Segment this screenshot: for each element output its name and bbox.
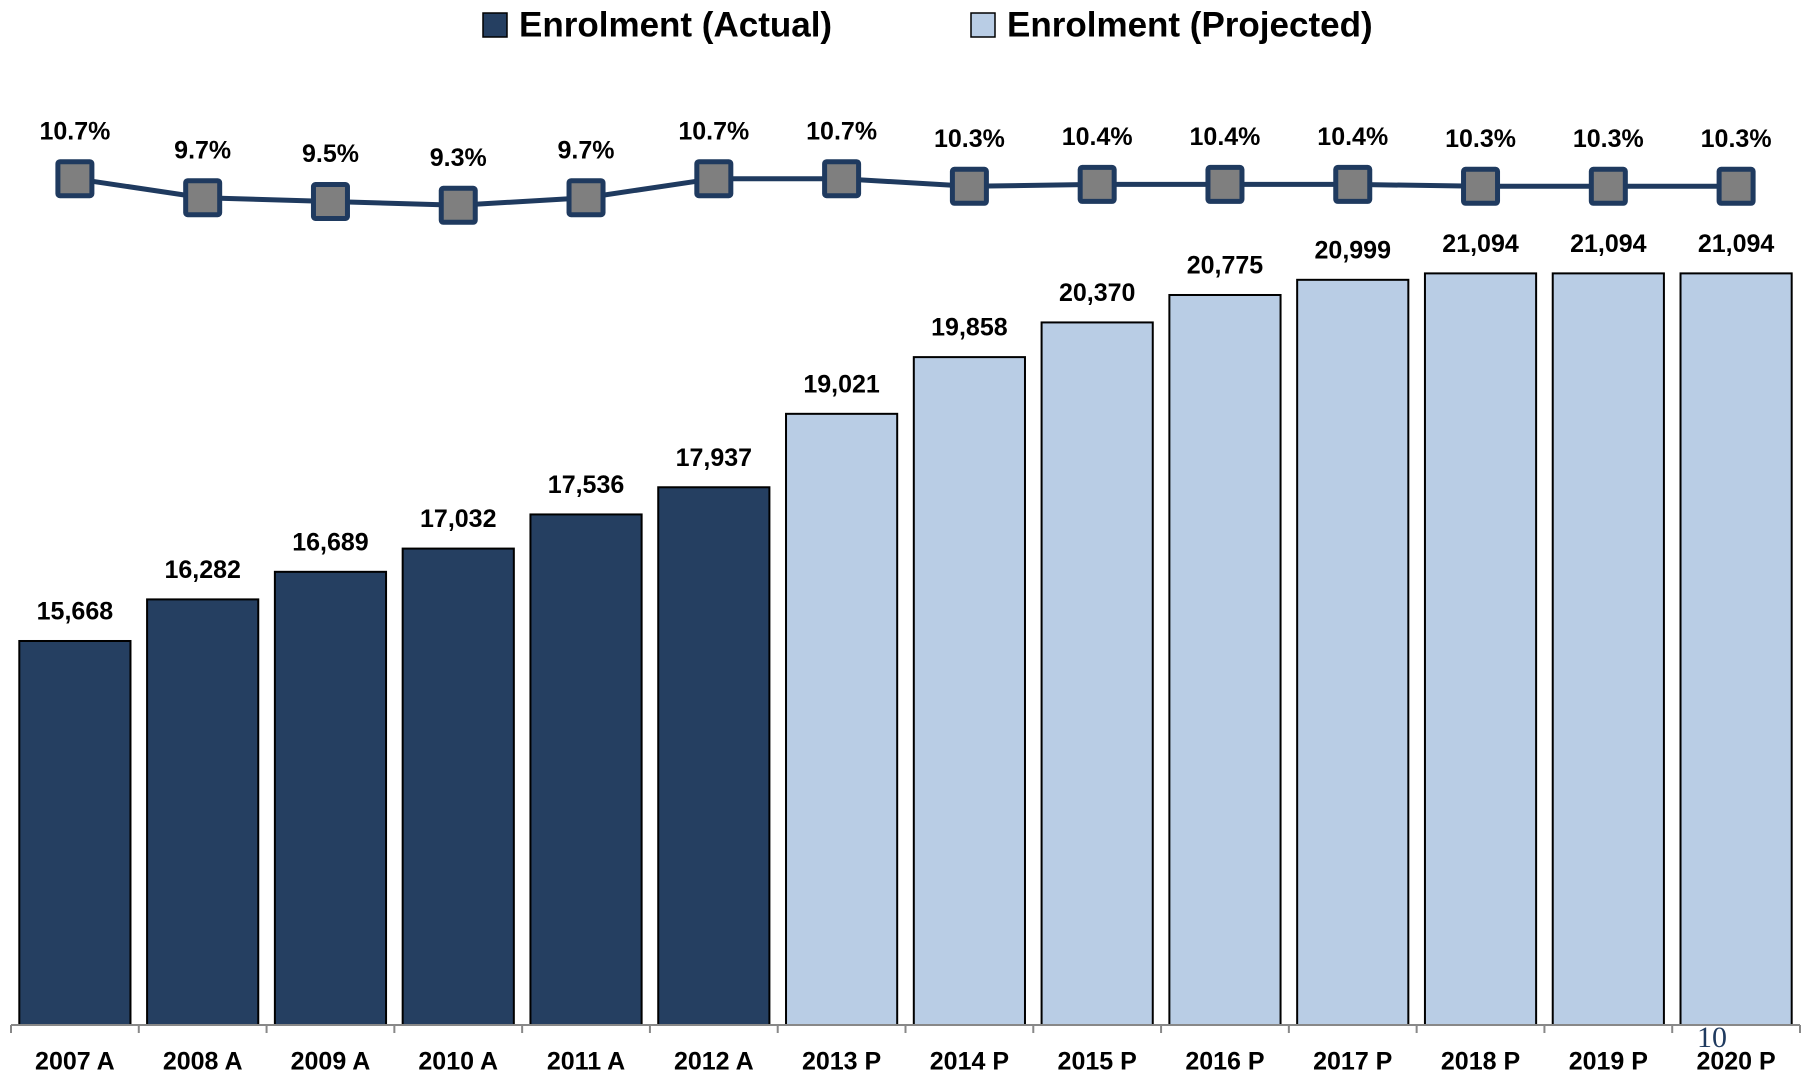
bar [1679, 272, 1793, 1027]
data-label: 17,536 [548, 471, 624, 499]
x-tick-label: 2013 P [802, 1048, 881, 1076]
x-tick-label: 2019 P [1569, 1048, 1648, 1076]
legend-swatch [482, 12, 508, 38]
data-label: 19,021 [803, 370, 880, 398]
x-tick-label: 2015 P [1058, 1048, 1137, 1076]
x-tick-label: 2009 A [291, 1048, 371, 1076]
data-label: 10.3% [1573, 125, 1644, 153]
marker [1716, 166, 1756, 206]
page-number: 10 [1697, 1021, 1727, 1054]
marker [949, 166, 989, 206]
bar [785, 412, 899, 1026]
data-label: 9.7% [558, 136, 615, 164]
data-label: 9.7% [174, 136, 231, 164]
x-tick-label: 2007 A [35, 1048, 115, 1076]
x-tick-label: 2008 A [163, 1048, 243, 1076]
data-label: 10.3% [1701, 125, 1772, 153]
marker [438, 185, 478, 225]
legend-swatch [970, 12, 996, 38]
bar [1423, 272, 1538, 1027]
bar [401, 547, 515, 1026]
data-label: 10.7% [39, 117, 110, 145]
bar [1551, 272, 1665, 1027]
marker [310, 182, 350, 221]
data-label: 17,032 [420, 505, 496, 533]
x-tick-label: 2016 P [1185, 1048, 1264, 1076]
data-label: 21,094 [1570, 230, 1647, 258]
data-label: 10.7% [806, 117, 877, 145]
data-label: 10.3% [934, 125, 1005, 153]
marker [1333, 164, 1373, 204]
marker [1205, 164, 1245, 204]
line [74, 176, 1737, 208]
x-tick-label: 2011 A [547, 1048, 625, 1076]
data-label: 15,668 [37, 598, 114, 626]
x-tick-label: 2018 P [1441, 1048, 1520, 1076]
data-label: 16,689 [292, 528, 368, 556]
data-label: 10.4% [1190, 123, 1261, 151]
data-label: 20,370 [1059, 279, 1135, 307]
data-label: 17,937 [676, 444, 752, 472]
marker [1588, 166, 1628, 206]
marker [566, 178, 606, 218]
x-tick-label: 2014 P [930, 1048, 1009, 1076]
marker [822, 159, 862, 199]
marker [694, 159, 734, 199]
marker [55, 159, 95, 199]
data-label: 10.4% [1062, 123, 1133, 151]
bar [1168, 293, 1282, 1026]
data-label: 10.4% [1317, 123, 1388, 151]
data-label: 10.7% [678, 117, 749, 145]
bar [912, 356, 1026, 1027]
legend-label: Enrolment (Projected) [1007, 5, 1373, 44]
legend-label: Enrolment (Actual) [519, 5, 832, 44]
data-label: 21,094 [1698, 230, 1775, 258]
data-label: 21,094 [1442, 230, 1519, 258]
marker [1077, 164, 1117, 204]
bar [657, 486, 771, 1026]
bar [1040, 321, 1154, 1026]
data-label: 9.3% [430, 144, 487, 172]
data-label: 20,775 [1187, 252, 1264, 280]
bar [529, 513, 643, 1026]
bar [18, 639, 132, 1026]
bar [273, 570, 388, 1026]
x-tick-label: 2017 P [1313, 1048, 1392, 1076]
data-label: 9.5% [302, 140, 359, 168]
data-label: 19,858 [931, 314, 1008, 342]
x-tick-label: 2010 A [418, 1048, 498, 1076]
data-label: 16,282 [164, 556, 240, 584]
marker [1461, 166, 1501, 206]
bar [1296, 278, 1410, 1026]
x-tick-label: 2012 A [674, 1048, 754, 1076]
data-label: 10.3% [1445, 125, 1516, 153]
x-tick-label: 2020 P [1696, 1048, 1775, 1076]
bar [146, 598, 260, 1026]
data-label: 20,999 [1315, 236, 1391, 264]
marker [183, 178, 223, 218]
